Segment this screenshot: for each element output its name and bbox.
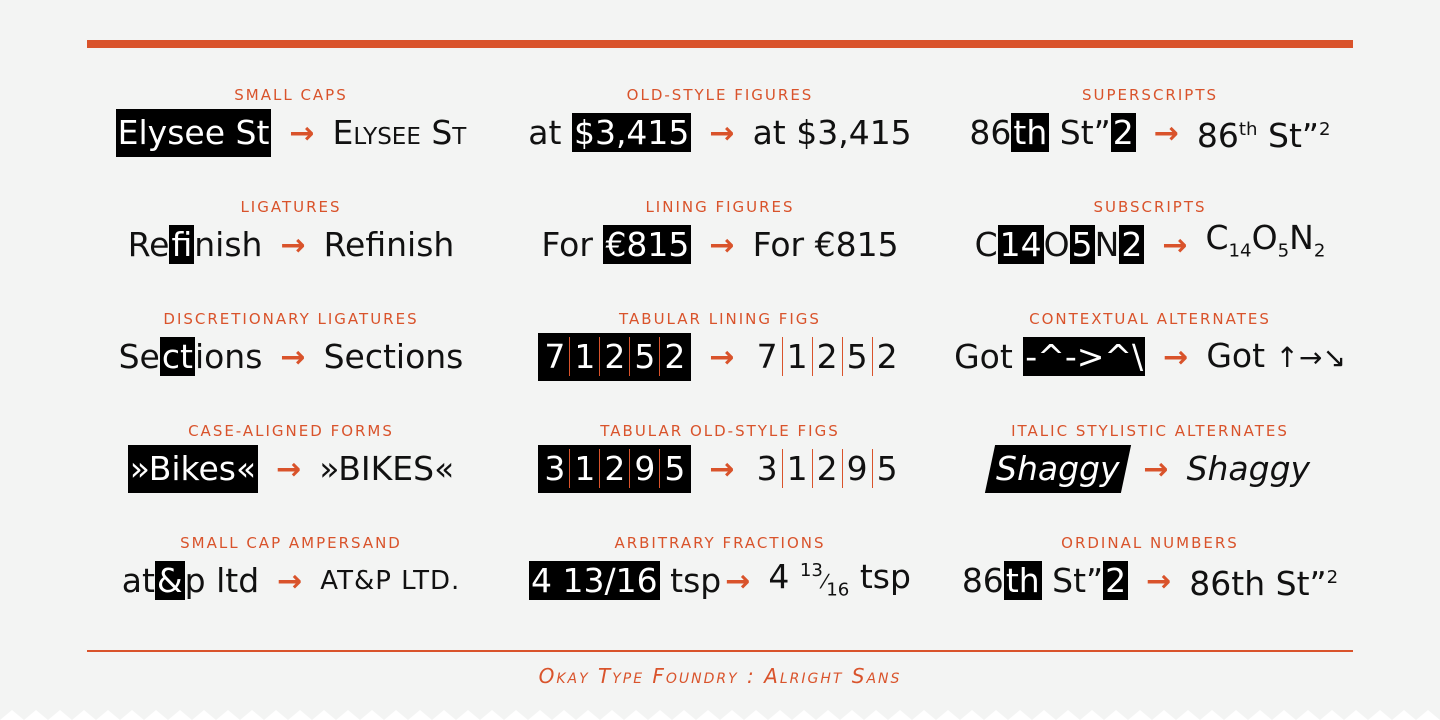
feature-label: Contextual alternates — [1029, 310, 1271, 328]
feature-ligatures: Ligatures Refinish → Refinish — [71, 198, 511, 298]
feature-label: Ligatures — [240, 198, 342, 216]
arrow-icon: → — [709, 115, 735, 151]
after-sample: »BIKES« — [319, 449, 455, 488]
arrow-icon: → — [280, 339, 306, 375]
arrow-icon: → — [1163, 339, 1189, 375]
after-sample: Refinish — [323, 225, 455, 264]
feature-italic-stylistic-alternates: Italic stylistic alternates Shaggy → Sha… — [930, 422, 1370, 522]
arrow-icon: → — [1162, 227, 1188, 263]
after-sample: 86th St”2 — [1189, 564, 1339, 603]
feature-label: Subscripts — [1093, 198, 1207, 216]
arrow-icon: → — [289, 115, 315, 151]
before-sample: For €815 — [541, 225, 692, 264]
after-sample: at $3,415 — [752, 113, 912, 152]
feature-old-style-figures: Old-style figures at $3,415 → at $3,415 — [500, 86, 940, 186]
before-sample: 86th St”2 — [961, 561, 1129, 600]
footer-credit: Okay Type Foundry : Alright Sans — [538, 664, 902, 688]
after-sample: Sections — [323, 337, 464, 376]
feature-label: Superscripts — [1081, 86, 1219, 104]
feature-label: Tabular lining figs — [619, 310, 821, 328]
before-sample: at&p ltd — [121, 561, 260, 600]
arrow-icon: → — [277, 563, 303, 599]
feature-subscripts: Subscripts C14O5N2 → C14O5N2 — [930, 198, 1370, 298]
before-sample: Got -^->^\ — [954, 337, 1146, 376]
after-sample: 4 13⁄16 tsp — [768, 557, 911, 601]
arrows-icon: ↑→↘ — [1275, 341, 1346, 374]
feature-label: Tabular old-style figs — [600, 422, 840, 440]
feature-label: Italic stylistic alternates — [1011, 422, 1289, 440]
feature-label: Small cap ampersand — [180, 534, 402, 552]
after-sample: AT&P LTD. — [320, 566, 461, 596]
before-sample: 4 13/16 tsp — [529, 561, 722, 600]
arrow-icon: → — [280, 227, 306, 263]
feature-label: Discretionary ligatures — [163, 310, 419, 328]
arrow-icon: → — [276, 451, 302, 487]
feature-superscripts: Superscripts 86th St”2 → 86th St”2 — [930, 86, 1370, 186]
feature-contextual-alternates: Contextual alternates Got -^->^\ → Got ↑… — [930, 310, 1370, 410]
arrow-icon: → — [725, 563, 751, 599]
arrow-icon: → — [1146, 563, 1172, 599]
before-sample: Shaggy — [984, 445, 1131, 493]
feature-small-caps: Small caps Elysee St → Elysee St — [71, 86, 511, 186]
zigzag-border — [0, 710, 1440, 720]
arrow-icon: → — [709, 451, 735, 487]
before-sample: Refinish — [127, 225, 263, 264]
before-sample: »Bikes« — [127, 445, 259, 493]
feature-discretionary-ligatures: Discretionary ligatures Sections → Secti… — [71, 310, 511, 410]
after-sample: Elysee St — [332, 113, 467, 152]
feature-lining-figures: Lining figures For €815 → For €815 — [500, 198, 940, 298]
arrow-icon: → — [709, 339, 735, 375]
before-sample: Elysee St — [115, 109, 272, 157]
arrow-icon: → — [1153, 115, 1179, 151]
after-sample: 86th St”2 — [1196, 116, 1331, 155]
feature-case-aligned-forms: Case-aligned forms »Bikes« → »BIKES« — [71, 422, 511, 522]
bottom-rule — [87, 650, 1353, 652]
feature-label: Case-aligned forms — [188, 422, 394, 440]
before-sample: Sections — [118, 337, 263, 376]
feature-label: Old-style figures — [626, 86, 814, 104]
after-sample: Shaggy — [1186, 449, 1311, 488]
feature-arbitrary-fractions: Arbitrary fractions 4 13/16 tsp → 4 13⁄1… — [500, 534, 940, 634]
arrow-icon: → — [1143, 451, 1169, 487]
feature-small-cap-ampersand: Small cap ampersand at&p ltd → AT&P LTD. — [71, 534, 511, 634]
before-sample: C14O5N2 — [974, 225, 1145, 264]
after-sample: Got ↑→↘ — [1206, 336, 1346, 375]
feature-label: Arbitrary fractions — [614, 534, 826, 552]
feature-label: Lining figures — [645, 198, 795, 216]
arrow-icon: → — [709, 227, 735, 263]
top-rule — [87, 40, 1353, 48]
feature-label: Ordinal numbers — [1061, 534, 1239, 552]
before-sample: at $3,415 — [528, 113, 692, 152]
after-sample: C14O5N2 — [1205, 218, 1326, 262]
after-sample: For €815 — [752, 225, 899, 264]
feature-ordinal-numbers: Ordinal numbers 86th St”2 → 86th St”2 — [930, 534, 1370, 634]
feature-label: Small caps — [234, 86, 348, 104]
before-sample: 86th St”2 — [969, 113, 1136, 152]
